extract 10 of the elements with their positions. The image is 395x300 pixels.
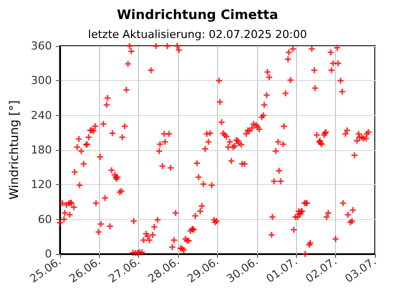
y-axis-title: Windrichtung [°]	[7, 100, 21, 200]
y-tick-label: 180	[30, 144, 52, 156]
y-tick-label: 0	[44, 248, 52, 260]
y-tick-label: 120	[30, 178, 52, 192]
chart-subtitle: letzte Aktualisierung: 02.07.2025 20:00	[88, 28, 307, 41]
y-tick-label: 240	[30, 108, 52, 122]
chart-title: Windrichtung Cimetta	[116, 8, 278, 23]
y-tick-label: 360	[30, 40, 52, 52]
y-tick-label: 60	[38, 212, 52, 226]
y-tick-label: 300	[30, 74, 52, 88]
